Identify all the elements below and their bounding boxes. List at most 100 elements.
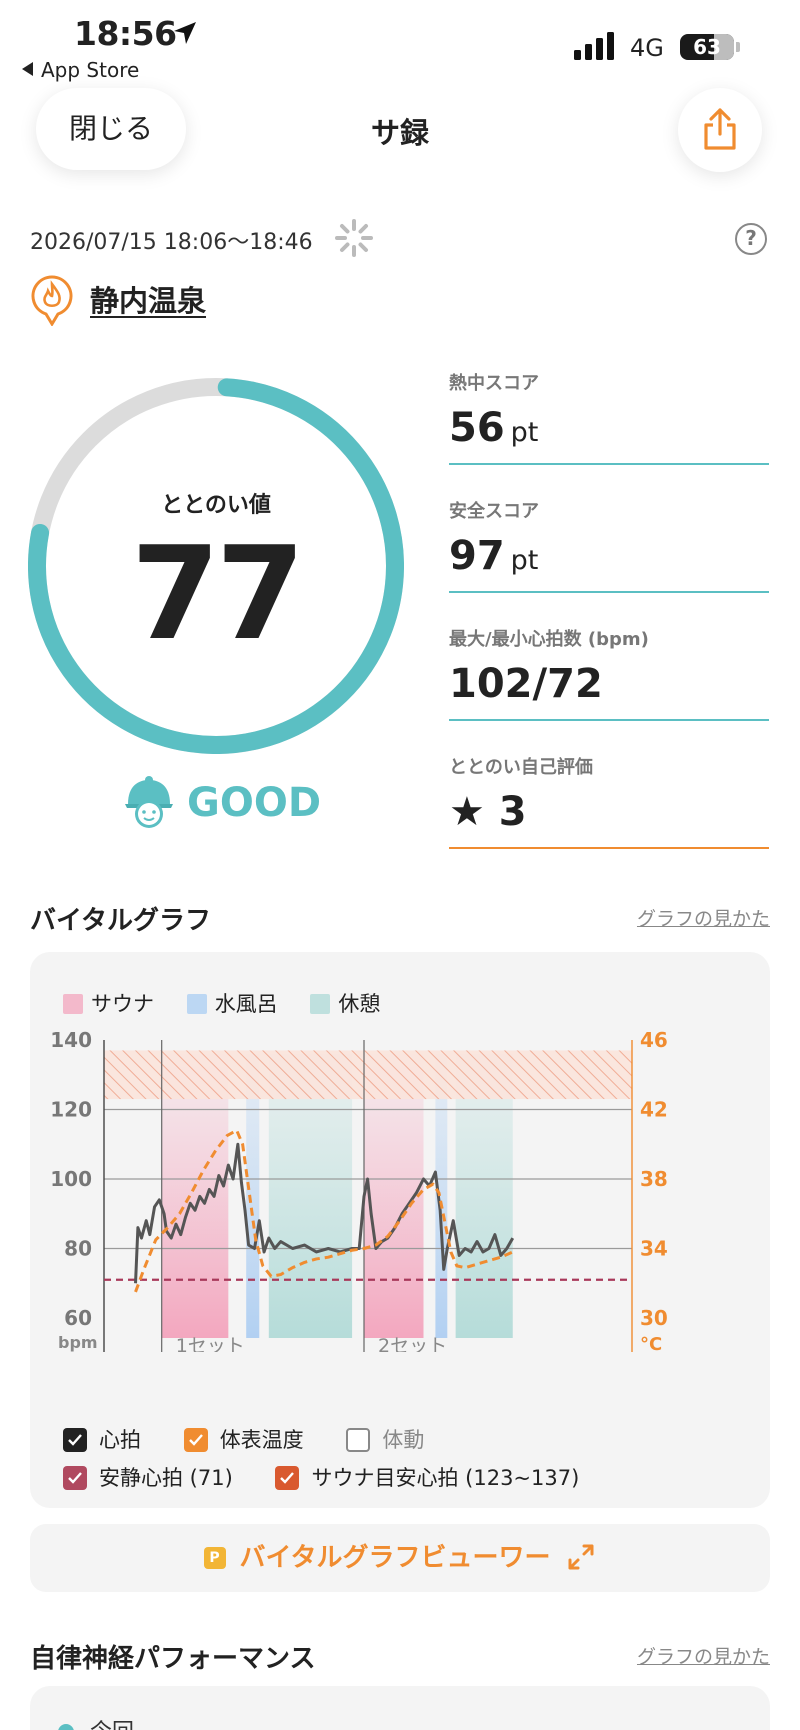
vital-graph-card: サウナ 水風呂 休憩 140 120 100 80 60 46 42 38 34 30 bpm °C 1… [30, 952, 770, 1508]
back-triangle-icon [22, 62, 33, 76]
share-icon [704, 108, 736, 150]
metric-number: 56 [449, 405, 505, 451]
battery-tip [736, 42, 740, 52]
legend-swatch [310, 994, 331, 1014]
check-icon [280, 1472, 295, 1484]
metric-number: 3 [498, 789, 527, 835]
legend-sauna: サウナ [63, 988, 154, 1018]
checkbox-label: 心拍 [99, 1428, 141, 1452]
y-tick-right: 30 [640, 1306, 668, 1330]
phase-band-rest [455, 1054, 513, 1338]
loading-spinner-icon [335, 219, 373, 257]
y-tick-left: 100 [50, 1167, 92, 1191]
star-icon: ★ [449, 789, 499, 835]
x-set-label: 2セット [378, 1335, 447, 1352]
share-button[interactable] [678, 88, 762, 172]
back-to-app-store[interactable]: App Store [22, 58, 139, 82]
checkbox-label: 安静心拍 (71) [99, 1466, 233, 1490]
checkbox-checked [63, 1428, 87, 1452]
legend-swatch [63, 994, 83, 1014]
y-tick-right: 34 [640, 1237, 668, 1261]
back-app-label: App Store [41, 58, 140, 82]
heart-rate-line [134, 1142, 515, 1284]
legend-dot [58, 1724, 74, 1730]
check-icon [68, 1434, 82, 1446]
metric-value: 102/72 [449, 661, 769, 719]
metric-value: 97 pt [449, 533, 769, 591]
checkbox-checked [183, 1428, 208, 1452]
totonoi-rating: GOOD [187, 780, 322, 826]
checkbox-skin-temp[interactable]: 体表温度 [183, 1424, 304, 1454]
checkbox-sauna-target-hr[interactable]: サウナ目安心拍 (123~137) [275, 1462, 579, 1492]
checkbox-checked [63, 1466, 87, 1490]
metric-label: 安全スコア [449, 501, 539, 522]
anp-guide-link[interactable]: グラフの見かた [636, 1646, 770, 1668]
x-set-label: 1セット [176, 1335, 245, 1352]
checkbox-unchecked [346, 1428, 371, 1452]
page-title: サ録 [370, 116, 429, 150]
vital-graph-title: バイタルグラフ [30, 906, 211, 936]
sauna-target-hr-band [104, 1050, 632, 1100]
battery-indicator: 63 [680, 34, 734, 60]
expand-icon [568, 1544, 594, 1570]
vital-chart[interactable]: 140 120 100 80 60 46 42 38 34 30 bpm °C 1セット 2セット [30, 1022, 770, 1352]
metric-safety-score: 安全スコア 97 pt [449, 497, 769, 593]
checkbox-row-1: 心拍 体表温度 体動 [63, 1424, 460, 1454]
phase-legend: サウナ 水風呂 休憩 [63, 988, 406, 1018]
legend-label: 休憩 [338, 992, 381, 1016]
facility-name-link[interactable]: 静内温泉 [90, 284, 207, 318]
checkbox-label: 体動 [382, 1428, 425, 1452]
metric-unit: pt [510, 417, 539, 448]
metric-value: 56 pt [449, 405, 769, 463]
vital-graph-viewer-button[interactable]: P バイタルグラフビューワー [30, 1524, 770, 1592]
check-icon [188, 1434, 203, 1446]
totonoi-label: ととのい値 [161, 493, 271, 518]
anp-card [30, 1686, 770, 1730]
totonoi-gauge [28, 378, 404, 754]
phase-band-cold [246, 1054, 260, 1338]
metric-label: 最大/最小心拍数 (bpm) [449, 629, 649, 650]
legend-label: 水風呂 [214, 992, 278, 1016]
close-button[interactable]: 閉じる [36, 88, 186, 170]
gauge-progress [28, 378, 404, 754]
premium-badge-icon: P [203, 1547, 226, 1569]
network-type: 4G [630, 34, 664, 62]
y-tick-left: 120 [50, 1098, 92, 1122]
y-tick-left: 80 [64, 1237, 92, 1261]
checkbox-heart-rate[interactable]: 心拍 [63, 1424, 141, 1454]
help-icon[interactable]: ? [735, 223, 767, 255]
checkbox-label: サウナ目安心拍 (123~137) [311, 1466, 580, 1490]
legend-swatch [186, 994, 207, 1014]
metric-value: ★ 3 [449, 789, 769, 847]
checkbox-row-2: 安静心拍 (71) サウナ目安心拍 (123~137) [63, 1462, 615, 1492]
phase-band-rest [268, 1054, 353, 1338]
skin-temp-line [134, 1128, 514, 1293]
vital-graph-guide-link[interactable]: グラフの見かた [636, 908, 770, 930]
viewer-label: バイタルグラフビューワー [239, 1543, 551, 1573]
anp-title: 自律神経パフォーマンス [30, 1644, 316, 1674]
checkbox-checked [275, 1466, 300, 1490]
y-tick-left: 60 [64, 1306, 92, 1330]
status-time: 18:56 [74, 14, 177, 53]
battery-level: 63 [693, 35, 721, 59]
checkbox-movement[interactable]: 体動 [346, 1424, 424, 1454]
legend-label: サウナ [91, 992, 154, 1016]
y-unit-right: °C [640, 1334, 662, 1352]
metric-number: 97 [449, 533, 505, 579]
y-unit-left: bpm [58, 1333, 98, 1352]
metric-heart-rate: 最大/最小心拍数 (bpm) 102/72 [449, 625, 769, 721]
mascot-face-icon [125, 776, 173, 828]
checkbox-resting-hr[interactable]: 安静心拍 (71) [63, 1462, 233, 1492]
y-tick-right: 42 [640, 1098, 668, 1122]
metric-label: 熱中スコア [449, 373, 539, 394]
checkbox-label: 体表温度 [219, 1428, 304, 1452]
totonoi-value: 77 [130, 520, 305, 669]
legend-cold-bath: 水風呂 [186, 988, 278, 1018]
metric-self-rating[interactable]: ととのい自己評価 ★ 3 [449, 753, 769, 849]
phase-band-cold [435, 1054, 448, 1338]
check-icon [68, 1472, 82, 1484]
metric-unit: pt [510, 545, 539, 576]
y-tick-left: 140 [50, 1028, 92, 1052]
location-arrow-icon [174, 22, 196, 44]
anp-legend-current: 今回 [90, 1714, 134, 1730]
